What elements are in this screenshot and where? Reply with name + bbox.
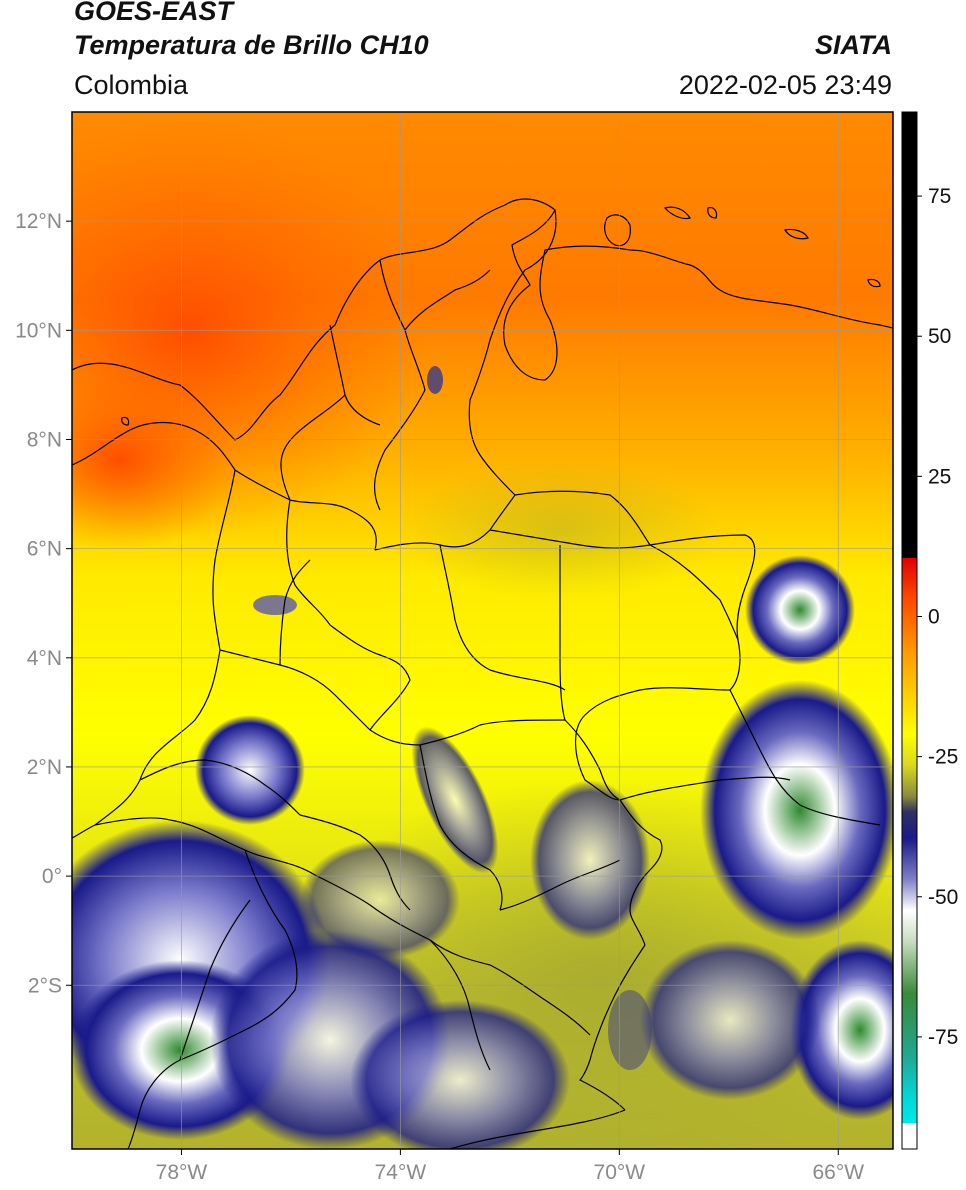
lat-tick-label: 10°N — [15, 319, 62, 342]
lon-tick-label: 74°W — [375, 1161, 427, 1184]
colorbar-tick-label: 50 — [928, 325, 951, 348]
colorbar-ticks: 75 50 25 0 -25 -50 -75 — [917, 185, 958, 1049]
dept-line-20 — [404, 269, 491, 331]
borders-layer — [72, 198, 893, 1149]
dept-line-7 — [439, 544, 566, 691]
dept-line-14 — [564, 719, 621, 801]
dept-line-13 — [419, 744, 503, 911]
island-5 — [867, 278, 881, 288]
dept-line-12 — [369, 719, 566, 746]
lon-tick-label: 70°W — [594, 1161, 646, 1184]
colorbar-tick-label: 75 — [928, 185, 951, 208]
colorbar-tick-label: 25 — [928, 465, 951, 488]
dept-line-3 — [374, 389, 426, 511]
dept-line-9 — [559, 545, 566, 721]
pacific-coastline — [72, 469, 236, 839]
border-colombia-ecuador — [94, 817, 591, 1036]
panama-coastline — [72, 421, 236, 471]
lat-tick-label: 4°N — [27, 647, 62, 670]
product-title: Temperatura de Brillo CH10 — [74, 30, 429, 60]
longitude-labels: 78°W 74°W 70°W 66°W — [156, 1149, 864, 1184]
caribbean-coastline — [72, 198, 893, 441]
venezuela-interior-2 — [729, 689, 881, 826]
border-colombia-brazil — [619, 799, 663, 946]
latitude-labels: 12°N 10°N 8°N 6°N 4°N 2°N 0° 2°S — [15, 210, 72, 997]
border-peru-ecuador — [127, 849, 298, 1149]
dept-line-8 — [489, 529, 651, 549]
lat-tick-label: 2°N — [27, 756, 62, 779]
lat-tick-label: 12°N — [15, 210, 62, 233]
lat-tick-label: 8°N — [27, 428, 62, 451]
dept-line-18 — [279, 559, 311, 666]
gridlines — [72, 112, 893, 1149]
peru-interior-2 — [449, 1109, 626, 1149]
colorbar-tick-label: -75 — [928, 1026, 958, 1049]
lon-tick-label: 78°W — [156, 1161, 208, 1184]
map-frame — [71, 111, 894, 1150]
lat-tick-label: 6°N — [27, 538, 62, 561]
lon-tick-label: 66°W — [812, 1161, 864, 1184]
colorbar-tick-label: -25 — [928, 746, 958, 769]
dept-line-16 — [299, 814, 411, 911]
dept-line-17 — [499, 859, 621, 911]
dept-line-6 — [374, 494, 516, 551]
lat-tick-label: 2°S — [28, 974, 62, 997]
venezuela-interior-1 — [649, 544, 739, 641]
colorbar-tick-label: 0 — [928, 605, 940, 628]
border-colombia-venezuela — [468, 209, 756, 801]
island-6 — [121, 416, 130, 426]
datetime-label: 2022-02-05 23:49 — [678, 70, 892, 100]
border-colombia-peru — [578, 944, 646, 1111]
lat-tick-label: 0° — [42, 865, 62, 888]
colorbar — [901, 111, 918, 1150]
island-3 — [707, 207, 718, 219]
organization-label: SIATA — [815, 30, 892, 60]
satellite-title: GOES-EAST — [74, 0, 234, 26]
brazil-interior-1 — [619, 776, 791, 801]
ecuador-interior-1 — [179, 899, 251, 1061]
island-2 — [663, 206, 691, 220]
dept-line-1 — [329, 324, 381, 426]
island-4 — [784, 228, 809, 240]
imagery-layer — [72, 112, 893, 1149]
peru-interior-1 — [429, 939, 491, 1071]
dept-line-4 — [234, 469, 377, 551]
colorbar-tick-label: -50 — [928, 886, 958, 909]
dept-line-19 — [280, 394, 346, 501]
region-label: Colombia — [74, 70, 189, 100]
dept-line-5 — [286, 499, 331, 626]
